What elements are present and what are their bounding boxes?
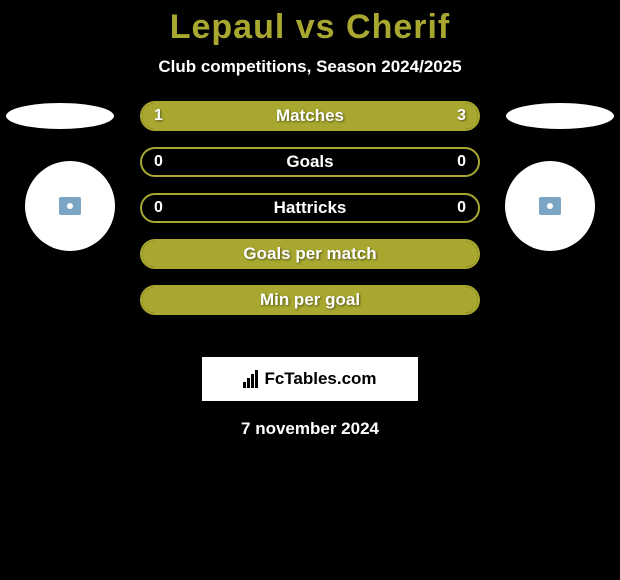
stat-bars: Matches 1 3 Goals 0 0 Hattricks 0 0 Goals per mat…: [140, 101, 480, 331]
stat-row: Hattricks 0 0: [140, 193, 480, 223]
stat-row: Min per goal: [140, 285, 480, 315]
stat-value-left: 0: [154, 199, 163, 217]
player-shadow-right: [506, 103, 614, 129]
page-title: Lepaul vs Cherif: [0, 0, 620, 47]
stat-label: Min per goal: [260, 290, 360, 310]
stat-value-left: 1: [154, 107, 163, 125]
fctables-logo-icon: [243, 370, 258, 388]
stat-label: Hattricks: [274, 198, 347, 218]
avatar-placeholder-icon: [539, 197, 561, 215]
stat-label: Goals per match: [243, 244, 376, 264]
date-text: 7 november 2024: [0, 419, 620, 439]
footer-attribution: FcTables.com: [202, 357, 418, 401]
player-avatar-right: [505, 161, 595, 251]
stat-row: Goals 0 0: [140, 147, 480, 177]
player-shadow-left: [6, 103, 114, 129]
footer-text: FcTables.com: [264, 369, 376, 389]
stat-value-right: 0: [457, 199, 466, 217]
stat-row: Goals per match: [140, 239, 480, 269]
player-avatar-left: [25, 161, 115, 251]
stat-value-left: 0: [154, 153, 163, 171]
comparison-content: Matches 1 3 Goals 0 0 Hattricks 0 0 Goals per mat…: [0, 103, 620, 343]
stat-value-right: 0: [457, 153, 466, 171]
page-subtitle: Club competitions, Season 2024/2025: [0, 57, 620, 77]
stat-value-right: 3: [457, 107, 466, 125]
avatar-placeholder-icon: [59, 197, 81, 215]
stat-label: Matches: [276, 106, 344, 126]
stat-row: Matches 1 3: [140, 101, 480, 131]
bar-fill-left: [142, 103, 189, 129]
stat-label: Goals: [286, 152, 333, 172]
